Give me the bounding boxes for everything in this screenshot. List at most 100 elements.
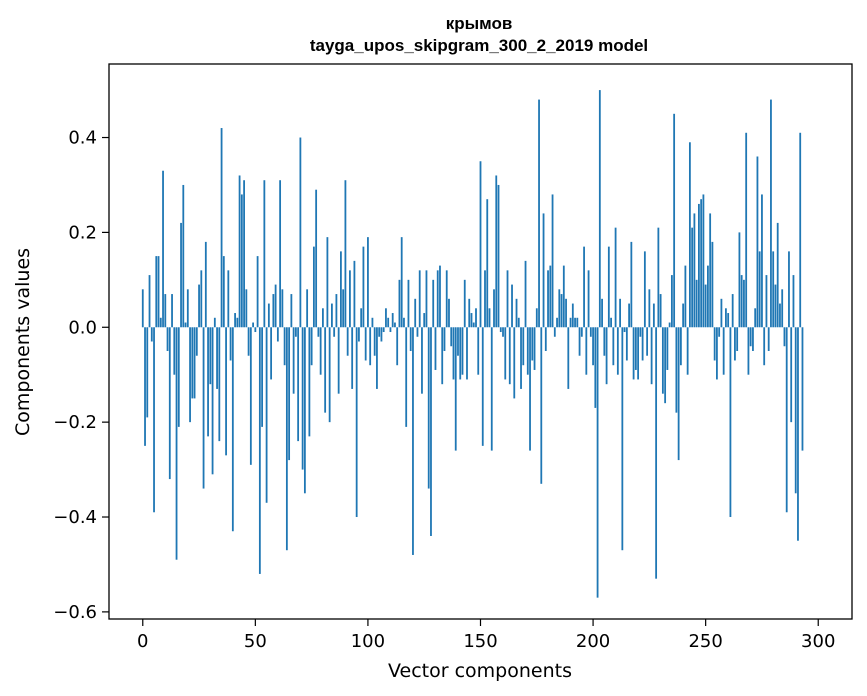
bar — [583, 246, 585, 328]
bar — [774, 284, 777, 328]
bar — [682, 303, 685, 328]
bar — [207, 327, 209, 437]
bar — [385, 308, 387, 328]
y-tick-label: −0.6 — [53, 602, 97, 623]
bar — [736, 327, 739, 351]
bar — [758, 251, 761, 328]
bar — [349, 270, 351, 328]
bar — [767, 327, 770, 351]
bar — [551, 194, 554, 328]
bar — [182, 184, 185, 328]
bar — [141, 289, 144, 328]
bar — [788, 251, 790, 328]
bar — [452, 327, 455, 380]
bar — [202, 327, 205, 489]
bar — [315, 189, 318, 328]
bar — [567, 327, 570, 389]
bar — [598, 90, 601, 328]
bar — [335, 294, 338, 328]
bar — [610, 317, 612, 328]
bar — [265, 327, 268, 503]
bar — [432, 279, 435, 328]
bar — [285, 327, 288, 551]
bar — [294, 327, 297, 337]
bar — [326, 237, 329, 328]
bar — [664, 327, 667, 404]
bar — [283, 327, 286, 366]
bar — [560, 294, 563, 328]
bar — [468, 298, 471, 328]
bar — [506, 270, 509, 328]
bar — [378, 327, 381, 337]
bar — [249, 327, 252, 465]
bar — [776, 222, 779, 328]
bar — [353, 260, 356, 328]
bar — [204, 241, 207, 328]
bar — [364, 327, 367, 361]
bar — [562, 265, 565, 328]
bar — [243, 180, 245, 328]
x-axis: 0 50 100 150 200 250 300 — [137, 619, 835, 652]
bar — [603, 327, 606, 356]
bar — [801, 327, 804, 451]
bar — [342, 289, 345, 328]
bar — [711, 241, 714, 328]
bar — [171, 294, 173, 328]
bar — [153, 327, 155, 513]
plot-frame — [108, 63, 853, 620]
bar — [520, 327, 522, 389]
bar — [443, 327, 446, 351]
bar — [646, 327, 649, 356]
bar — [729, 327, 732, 518]
bar — [578, 327, 581, 356]
bar — [691, 227, 694, 328]
bar — [387, 317, 390, 328]
x-tick-label: 100 — [351, 631, 385, 652]
x-tick-label: 150 — [463, 631, 497, 652]
bar — [225, 327, 227, 456]
bar — [274, 284, 277, 328]
bar — [391, 313, 394, 328]
bar — [310, 327, 313, 366]
bar — [254, 327, 257, 333]
bar — [614, 227, 617, 328]
bar — [589, 327, 592, 337]
bar — [229, 327, 232, 361]
bar — [328, 327, 331, 423]
bar — [580, 327, 583, 337]
bar — [718, 327, 721, 337]
bar — [231, 327, 234, 532]
bar — [321, 308, 324, 328]
bar — [544, 327, 547, 351]
bar — [716, 327, 718, 380]
bar — [276, 327, 279, 342]
bar — [186, 289, 189, 328]
bar — [785, 327, 788, 513]
bar — [144, 327, 146, 446]
bar — [216, 327, 218, 389]
bar — [380, 327, 383, 342]
bar — [319, 327, 322, 375]
chart-subtitle: tayga_upos_skipgram_300_2_2019 model — [310, 36, 648, 55]
bar — [571, 303, 574, 328]
bar — [344, 180, 347, 328]
bar — [290, 294, 293, 328]
bar — [479, 161, 482, 328]
bar — [155, 256, 158, 328]
bar — [628, 303, 631, 328]
bar — [213, 317, 216, 328]
bar — [542, 213, 545, 328]
bar — [792, 275, 795, 328]
bar — [700, 199, 703, 328]
bar — [504, 327, 507, 380]
bar — [308, 327, 311, 437]
bar — [258, 327, 261, 574]
bar — [459, 327, 462, 380]
y-axis: −0.6 −0.4 −0.2 0.0 0.2 0.4 — [53, 128, 109, 623]
bar — [634, 327, 637, 370]
bar — [236, 317, 239, 328]
bar — [373, 327, 376, 356]
bar — [623, 327, 626, 333]
bar — [522, 327, 525, 366]
bar — [515, 298, 518, 328]
